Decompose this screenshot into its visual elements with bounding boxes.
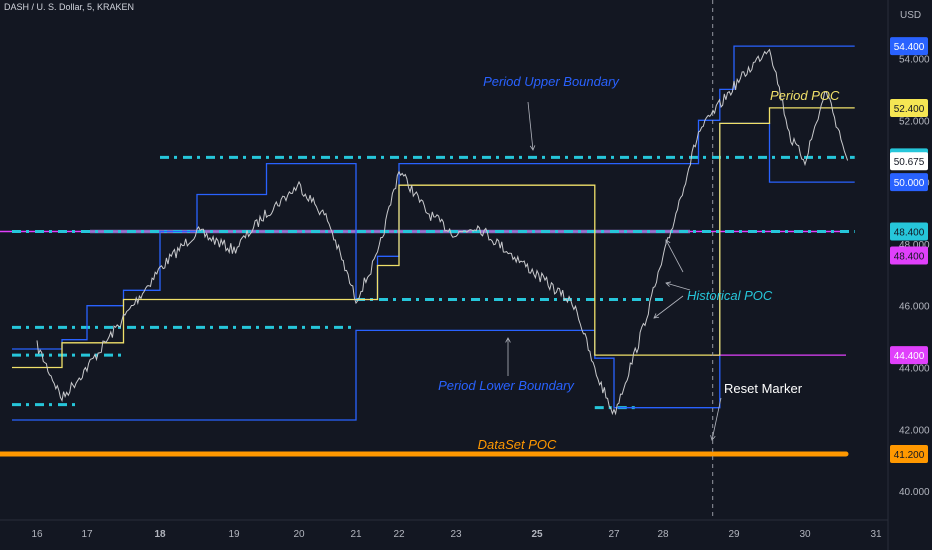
annotation-arrowhead	[710, 435, 716, 441]
y-tick-label: 44.000	[899, 364, 930, 375]
y-tick-label: 52.000	[899, 116, 930, 127]
x-tick-label: 20	[293, 529, 305, 540]
annotation-dataset-poc: DataSet POC	[478, 437, 557, 452]
price-label-box	[890, 222, 928, 241]
annotation-period-poc: Period POC	[770, 88, 840, 103]
price-label-box	[890, 445, 928, 464]
annotation-arrowhead	[653, 313, 660, 319]
x-tick-label: 19	[228, 529, 240, 540]
y-tick-label: 46.000	[899, 302, 930, 313]
y-tick-label: 42.000	[899, 425, 930, 436]
price-label-box	[890, 37, 928, 56]
annotation-lower: Period Lower Boundary	[438, 378, 575, 393]
price-label-box	[890, 98, 928, 117]
x-tick-label: 22	[393, 529, 405, 540]
y-tick-label: 48.000	[899, 240, 930, 251]
x-tick-label: 16	[31, 529, 43, 540]
symbol-title: DASH / U. S. Dollar, 5, KRAKEN	[4, 2, 135, 12]
price-label-text: 48.400	[894, 252, 925, 263]
x-tick-label: 17	[81, 529, 93, 540]
price-label-box	[890, 346, 928, 365]
x-tick-label: 27	[608, 529, 620, 540]
annotation-reset: Reset Marker	[724, 381, 803, 396]
price-label-text: 54.400	[894, 42, 925, 53]
x-tick-label: 28	[657, 529, 669, 540]
annotation-arrow	[665, 239, 684, 273]
lower-boundary-line	[12, 122, 855, 421]
annotation-arrow	[711, 397, 722, 441]
annotation-arrow	[665, 282, 691, 291]
x-tick-label: 25	[531, 529, 543, 540]
price-label-box	[890, 246, 928, 265]
annotation-arrowhead	[665, 239, 671, 246]
price-label-box	[890, 152, 928, 171]
annotation-arrowhead	[505, 337, 511, 343]
x-tick-label: 29	[728, 529, 740, 540]
y-tick-label: 40.000	[899, 487, 930, 498]
x-tick-label: 21	[350, 529, 362, 540]
annotation-historical-poc: Historical POC	[687, 288, 773, 303]
x-tick-label: 23	[450, 529, 462, 540]
price-label-text: 50.675	[894, 157, 925, 168]
currency-label: USD	[900, 10, 921, 21]
annotation-upper: Period Upper Boundary	[483, 74, 620, 89]
x-tick-label: 31	[870, 529, 882, 540]
annotation-arrow	[653, 295, 684, 319]
annotation-arrow	[527, 101, 534, 151]
price-series-line	[36, 48, 849, 416]
price-label-text: 41.200	[894, 450, 925, 461]
period-poc-line	[12, 107, 855, 369]
x-tick-label: 30	[799, 529, 811, 540]
y-tick-label: 54.000	[899, 55, 930, 66]
upper-boundary-line	[12, 45, 855, 350]
price-label-text: 44.400	[894, 351, 925, 362]
price-label-text: 48.400	[894, 228, 925, 239]
price-label-text: 50.000	[894, 178, 925, 189]
annotation-arrowhead	[529, 145, 536, 151]
x-tick-label: 18	[154, 529, 166, 540]
price-label-text: 52.400	[894, 104, 925, 115]
annotation-arrowhead	[665, 281, 671, 287]
price-label-box	[890, 173, 928, 192]
